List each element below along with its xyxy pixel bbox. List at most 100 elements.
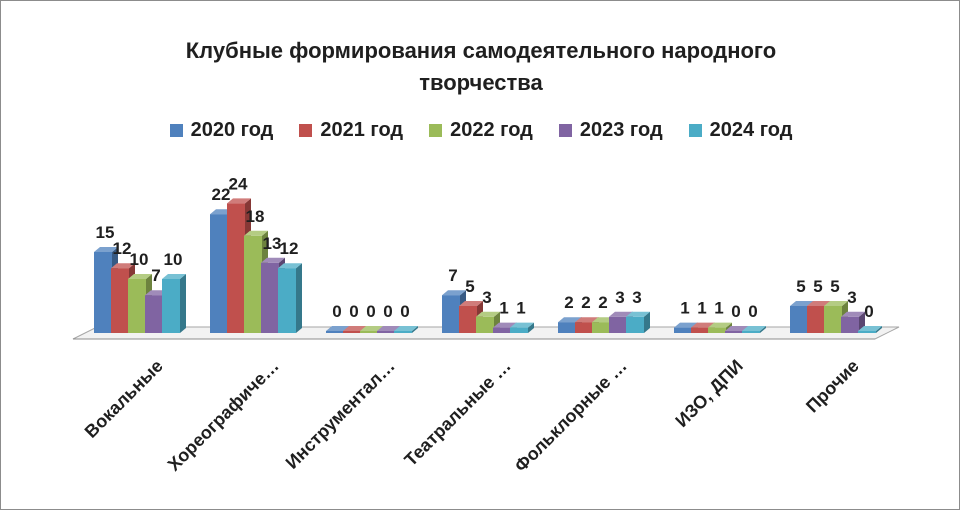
bar-top-3-2 xyxy=(377,326,401,331)
bar-top-2-6 xyxy=(824,301,848,306)
bar-top-4-0 xyxy=(162,274,186,279)
bar-0-6 xyxy=(790,306,808,333)
bar-1-4 xyxy=(575,322,593,333)
bar-label-4-1: 12 xyxy=(280,239,299,258)
bar-top-0-4 xyxy=(558,317,582,323)
legend-swatch-2023 xyxy=(558,124,572,137)
bar-3-0 xyxy=(145,295,163,333)
bar-side-4-0 xyxy=(180,274,186,333)
bar-label-4-3: 1 xyxy=(516,299,525,318)
bar-4-6 xyxy=(858,331,876,333)
legend-item-2021: 2021 год xyxy=(299,119,403,142)
bar-4-0 xyxy=(162,279,180,333)
bar-label-2-0: 10 xyxy=(130,250,149,269)
bar-side-4-1 xyxy=(296,263,302,333)
legend-label-2021: 2021 год xyxy=(320,119,404,141)
bar-0-2 xyxy=(326,331,344,333)
bar-label-1-5: 1 xyxy=(697,299,706,318)
category-label-6: Прочие xyxy=(802,356,863,417)
bar-3-1 xyxy=(261,262,279,333)
bar-top-3-3 xyxy=(493,322,517,328)
bar-1-6 xyxy=(807,306,825,333)
bar-side-4-6 xyxy=(876,326,882,333)
bar-label-2-2: 0 xyxy=(366,302,375,321)
bar-label-4-2: 0 xyxy=(400,302,409,321)
legend-swatch-2020 xyxy=(169,124,183,137)
bar-2-2 xyxy=(360,331,378,333)
bar-label-0-0: 15 xyxy=(96,223,115,242)
bar-label-3-3: 1 xyxy=(499,299,508,318)
bar-top-0-2 xyxy=(326,326,350,331)
legend: 2020 год 2021 год 2022 год 2023 год 2024… xyxy=(1,119,960,142)
bar-top-4-2 xyxy=(394,326,418,331)
category-label-0: Вокальные xyxy=(81,356,167,442)
bar-side-4-5 xyxy=(760,326,766,333)
bar-top-3-4 xyxy=(609,311,633,317)
bar-top-4-1 xyxy=(278,263,302,269)
legend-label-2024: 2024 год xyxy=(709,119,793,141)
bar-top-4-6 xyxy=(858,326,882,331)
legend-label-2022: 2022 год xyxy=(450,119,533,141)
bar-4-1 xyxy=(278,268,296,333)
bar-label-0-3: 7 xyxy=(448,266,457,285)
bar-top-1-1 xyxy=(227,198,251,204)
bar-label-2-4: 2 xyxy=(598,293,607,312)
bar-side-4-4 xyxy=(644,311,650,333)
category-label-5: ИЗО, ДПИ xyxy=(671,356,746,431)
bar-top-0-6 xyxy=(790,301,814,306)
bar-label-1-4: 2 xyxy=(581,293,590,312)
legend-swatch-2022 xyxy=(429,124,443,137)
bar-1-3 xyxy=(459,306,477,333)
bar-top-1-2 xyxy=(343,326,367,331)
bar-label-2-1: 18 xyxy=(246,207,265,226)
legend-label-2023: 2023 год xyxy=(579,119,663,141)
bar-2-0 xyxy=(128,279,146,333)
bar-label-0-2: 0 xyxy=(332,302,341,321)
bar-label-3-2: 0 xyxy=(383,302,392,321)
bar-2-5 xyxy=(708,327,726,333)
bar-4-5 xyxy=(742,331,760,333)
bar-2-1 xyxy=(244,235,262,333)
bar-4-2 xyxy=(394,331,412,333)
bar-4-4 xyxy=(626,316,644,333)
bar-label-1-6: 5 xyxy=(813,277,822,296)
bar-label-3-4: 3 xyxy=(615,288,624,307)
bar-label-3-1: 13 xyxy=(263,234,282,253)
bar-top-0-3 xyxy=(442,290,466,296)
bar-top-4-3 xyxy=(510,322,534,328)
legend-item-2020: 2020 год xyxy=(169,119,274,142)
bar-label-4-0: 10 xyxy=(164,250,183,269)
bar-top-3-5 xyxy=(725,326,749,331)
bar-label-3-0: 7 xyxy=(151,266,160,285)
bar-top-1-0 xyxy=(111,263,135,269)
bar-top-3-1 xyxy=(261,257,285,263)
bar-label-1-3: 5 xyxy=(465,277,474,296)
bar-3-3 xyxy=(493,327,511,333)
category-label-3: Театральные … xyxy=(400,356,514,470)
bar-3-2 xyxy=(377,331,395,333)
category-label-4: Фольклорные … xyxy=(511,356,631,476)
legend-swatch-2021 xyxy=(299,124,313,137)
bar-0-1 xyxy=(210,214,228,333)
bar-label-4-5: 0 xyxy=(748,302,757,321)
bar-side-4-3 xyxy=(528,322,534,333)
bar-0-3 xyxy=(442,295,460,333)
legend-label-2020: 2020 год xyxy=(190,119,274,141)
bar-top-2-0 xyxy=(128,274,152,279)
bar-label-0-6: 5 xyxy=(796,277,805,296)
bar-4-3 xyxy=(510,327,528,333)
bar-1-2 xyxy=(343,331,361,333)
bar-label-2-6: 5 xyxy=(830,277,839,296)
bar-top-4-5 xyxy=(742,326,766,331)
chart-title-line-1: Клубные формирования самодеятельного нар… xyxy=(185,38,777,63)
chart-title: Клубные формирования самодеятельного нар… xyxy=(141,35,821,99)
bar-3-5 xyxy=(725,331,743,333)
bar-top-0-0 xyxy=(94,247,118,252)
bar-label-1-1: 24 xyxy=(229,174,248,193)
bar-top-0-5 xyxy=(674,322,698,328)
bar-top-4-4 xyxy=(626,311,650,317)
legend-item-2024: 2024 год xyxy=(688,119,793,142)
bar-label-1-0: 12 xyxy=(113,239,132,258)
bar-top-2-3 xyxy=(476,311,500,317)
